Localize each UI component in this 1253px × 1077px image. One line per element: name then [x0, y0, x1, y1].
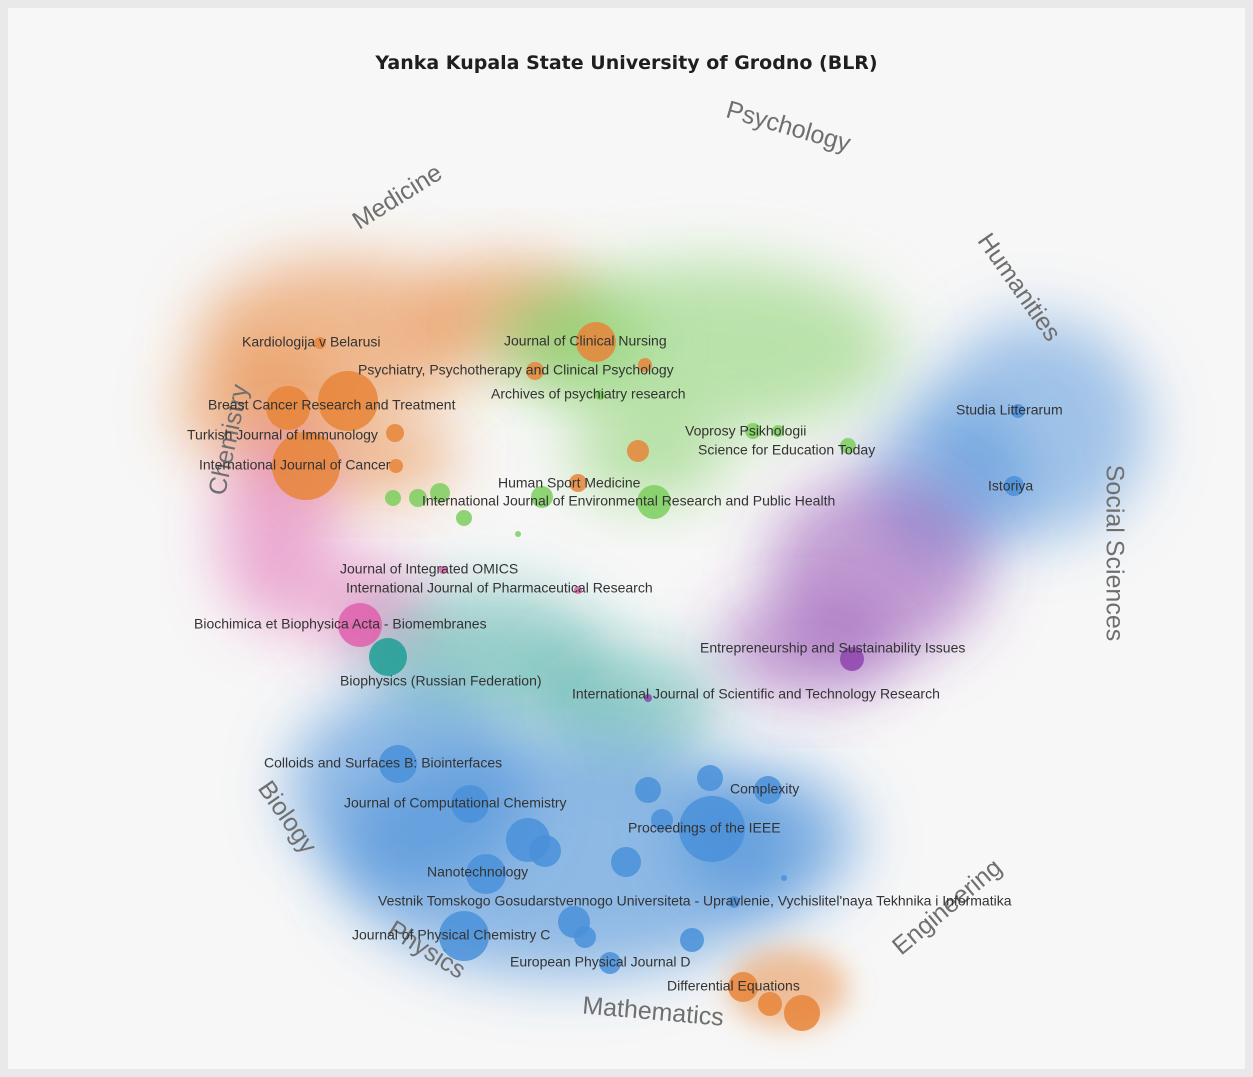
- cloud-psychology-2: [568, 413, 728, 503]
- bubble-colloids-and-surfaces-b-biointerfaces-0[interactable]: [379, 745, 417, 783]
- bubble-journal-of-physical-chemistry-c-3[interactable]: [680, 928, 704, 952]
- bubble-international-journal-of-cancer-0[interactable]: [272, 432, 340, 500]
- bubble-human-sport-medicine-1[interactable]: [627, 440, 649, 462]
- bubble-biochimica-et-biophysica-acta-biomembranes-0[interactable]: [338, 603, 382, 647]
- journal-label-complexity: Complexity: [730, 781, 799, 797]
- bubble-voprosy-psikhologii-0[interactable]: [745, 423, 761, 439]
- bubble-international-journal-of-environmental-research-and-public-health-2[interactable]: [409, 489, 427, 507]
- bubble-differential-equations-0[interactable]: [728, 972, 758, 1002]
- bubble-complexity-1[interactable]: [697, 765, 723, 791]
- journal-label-studia-litterarum: Studia Litterarum: [956, 402, 1063, 418]
- journal-label-journal-of-clinical-nursing: Journal of Clinical Nursing: [504, 333, 667, 349]
- journal-label-breast-cancer-research-and-treatment: Breast Cancer Research and Treatment: [208, 397, 456, 413]
- journal-label-colloids-and-surfaces-b-biointerfaces: Colloids and Surfaces B: Biointerfaces: [264, 755, 502, 771]
- bubble-vestnik-tomskogo-gosudarstvennogo-universiteta-upravlenie-vychislitel-naya-tekhnika-i-informatika-0[interactable]: [728, 896, 740, 908]
- bubble-voprosy-psikhologii-1[interactable]: [772, 425, 784, 437]
- journal-label-istoriya: Istoriya: [988, 478, 1033, 494]
- bubble-international-journal-of-environmental-research-and-public-health-3[interactable]: [385, 490, 401, 506]
- field-label-medicine: Medicine: [347, 158, 447, 235]
- bubble-complexity-0[interactable]: [754, 776, 782, 804]
- science-map: PsychologyMedicineHumanitiesChemistrySoc…: [178, 96, 1148, 1032]
- bubble-psychiatry-psychotherapy-and-clinical-psychology-1[interactable]: [638, 358, 652, 372]
- field-label-mathematics: Mathematics: [581, 991, 725, 1031]
- bubble-international-journal-of-environmental-research-and-public-health-1[interactable]: [430, 483, 450, 503]
- bubble-nanotechnology-0[interactable]: [466, 854, 506, 894]
- bubble-kardiologija-v-belarusi-0[interactable]: [314, 337, 326, 349]
- chart-frame: Psychology Medicine Humanities Chemistry Soc…: [8, 8, 1245, 1069]
- bubble-entrepreneurship-and-sustainability-issues-0[interactable]: [840, 647, 864, 671]
- bubble-european-physical-journal-d-0[interactable]: [599, 952, 621, 974]
- field-label-psychology: Psychology: [723, 96, 854, 158]
- bubble-studia-litterarum-0[interactable]: [1011, 404, 1025, 418]
- bubble-nanotechnology-1[interactable]: [611, 847, 641, 877]
- journal-label-biophysics-russian-federation: Biophysics (Russian Federation): [340, 673, 542, 689]
- bubble-proceedings-of-the-ieee-0[interactable]: [679, 796, 745, 862]
- journal-label-science-for-education-today: Science for Education Today: [698, 442, 875, 458]
- journal-label-journal-of-computational-chemistry: Journal of Computational Chemistry: [344, 795, 567, 811]
- bubble-international-journal-of-environmental-research-and-public-health-5[interactable]: [456, 510, 472, 526]
- journal-label-psychiatry-psychotherapy-and-clinical-psychology: Psychiatry, Psychotherapy and Clinical P…: [358, 362, 674, 378]
- journal-bubbles: [266, 322, 1025, 1031]
- chart-title: Yanka Kupala State University of Grodno …: [375, 52, 878, 74]
- journal-label-international-journal-of-environmental-research-and-public-health: International Journal of Environmental R…: [422, 493, 835, 509]
- journal-label-nanotechnology: Nanotechnology: [427, 864, 528, 880]
- bubble-journal-of-clinical-nursing-0[interactable]: [576, 322, 616, 362]
- bubble-istoriya-0[interactable]: [1004, 476, 1024, 496]
- bubble-turkish-journal-of-immunology-0[interactable]: [386, 424, 404, 442]
- bubble-journal-of-computational-chemistry-0[interactable]: [451, 785, 489, 823]
- bubble-international-journal-of-environmental-research-and-public-health-6[interactable]: [515, 531, 521, 537]
- journal-label-human-sport-medicine: Human Sport Medicine: [498, 475, 641, 491]
- bubble-journal-of-computational-chemistry-2[interactable]: [529, 835, 561, 867]
- journal-label-turkish-journal-of-immunology: Turkish Journal of Immunology: [187, 427, 378, 443]
- bubble-complexity-2[interactable]: [635, 777, 661, 803]
- journal-label-journal-of-integrated-omics: Journal of Integrated OMICS: [340, 561, 518, 577]
- bubble-psychiatry-psychotherapy-and-clinical-psychology-0[interactable]: [526, 362, 544, 380]
- bubble-international-journal-of-cancer-1[interactable]: [389, 459, 403, 473]
- bubble-archives-of-psychiatry-research-0[interactable]: [595, 390, 605, 400]
- journal-label-kardiologija-v-belarusi: Kardiologija v Belarusi: [242, 334, 381, 350]
- bubble-vestnik-tomskogo-gosudarstvennogo-universiteta-upravlenie-vychislitel-naya-tekhnika-i-informatika-1[interactable]: [781, 875, 787, 881]
- journal-labels: Journal of Clinical Nursing Kardiologija …: [187, 333, 1063, 994]
- bubble-international-journal-of-environmental-research-and-public-health-0[interactable]: [637, 485, 671, 519]
- bubble-breast-cancer-research-and-treatment-1[interactable]: [266, 386, 310, 430]
- bubble-international-journal-of-scientific-and-technology-research-0[interactable]: [644, 694, 652, 702]
- bubble-journal-of-integrated-omics-0[interactable]: [439, 566, 447, 574]
- bubble-international-journal-of-pharmaceutical-research-0[interactable]: [574, 586, 582, 594]
- bubble-science-for-education-today-0[interactable]: [840, 438, 856, 454]
- bubble-journal-of-computational-chemistry-3[interactable]: [651, 809, 673, 831]
- journal-label-international-journal-of-pharmaceutical-research: International Journal of Pharmaceutical …: [346, 580, 653, 596]
- journal-label-biochimica-et-biophysica-acta-biomembranes: Biochimica et Biophysica Acta - Biomembr…: [194, 616, 487, 632]
- cloud-biology-1: [538, 648, 718, 768]
- bubble-differential-equations-1[interactable]: [758, 992, 782, 1016]
- journal-label-proceedings-of-the-ieee: Proceedings of the IEEE: [628, 820, 781, 836]
- bubble-biophysics-russian-federation-0[interactable]: [369, 638, 407, 676]
- cloud-social-sciences-1: [718, 598, 898, 698]
- journal-label-european-physical-journal-d: European Physical Journal D: [510, 954, 691, 970]
- journal-label-journal-of-physical-chemistry-c: Journal of Physical Chemistry C: [352, 927, 550, 943]
- journal-label-vestnik-tomskogo-gosudarstvennogo-universiteta-upravlenie-vychislitel-naya-tekhnika-i-informatika: Vestnik Tomskogo Gosudarstvennogo Univer…: [378, 893, 1012, 909]
- bubble-breast-cancer-research-and-treatment-0[interactable]: [318, 371, 378, 431]
- journal-label-differential-equations: Differential Equations: [667, 978, 800, 994]
- journal-label-international-journal-of-cancer: International Journal of Cancer: [199, 457, 391, 473]
- journal-label-entrepreneurship-and-sustainability-issues: Entrepreneurship and Sustainability Issu…: [700, 640, 965, 656]
- cloud-psychology-1: [488, 293, 648, 383]
- journal-label-international-journal-of-scientific-and-technology-research: International Journal of Scientific and …: [572, 686, 940, 702]
- bubble-differential-equations-2[interactable]: [784, 995, 820, 1031]
- bubble-human-sport-medicine-0[interactable]: [569, 474, 587, 492]
- journal-label-voprosy-psikhologii: Voprosy Psikhologii: [685, 423, 806, 439]
- bubble-journal-of-physical-chemistry-c-0[interactable]: [439, 911, 489, 961]
- journal-label-archives-of-psychiatry-research: Archives of psychiatry research: [491, 386, 686, 402]
- bubble-international-journal-of-environmental-research-and-public-health-4[interactable]: [531, 486, 553, 508]
- field-label-social-sciences: Social Sciences: [1100, 465, 1128, 641]
- cloud-physics-1: [288, 688, 528, 888]
- bubble-journal-of-physical-chemistry-c-2[interactable]: [574, 926, 596, 948]
